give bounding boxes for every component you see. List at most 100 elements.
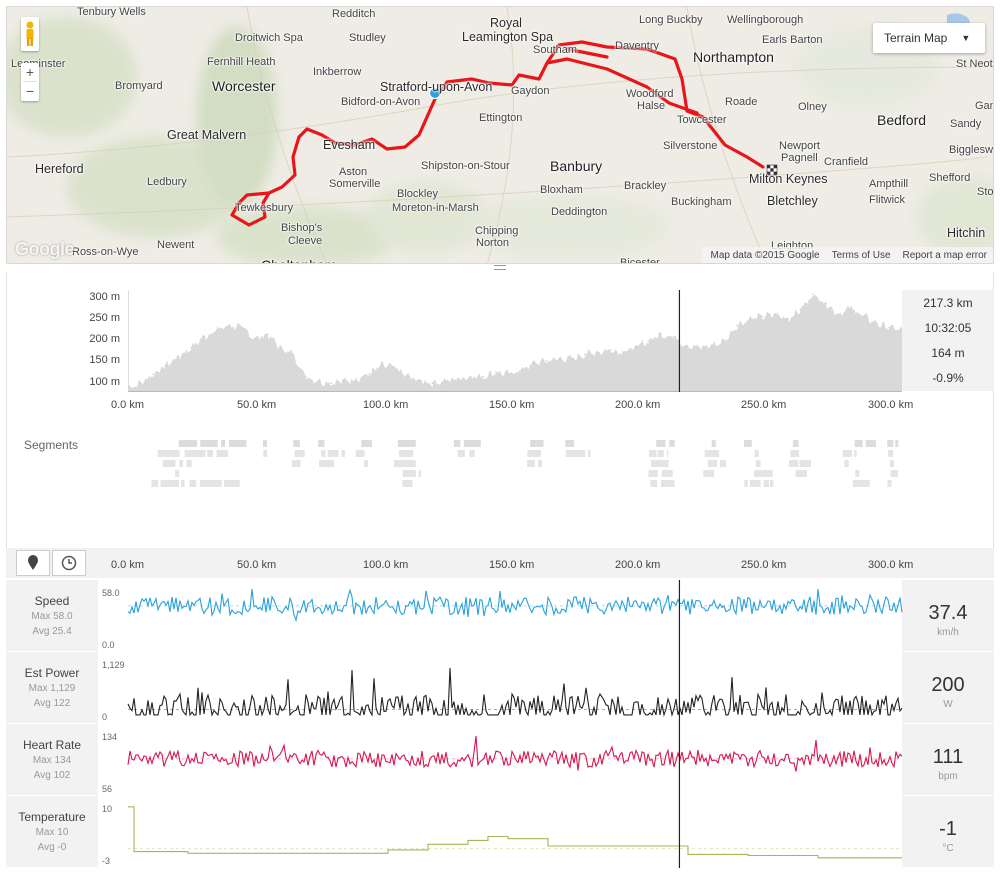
segment-bar[interactable] [399, 450, 414, 457]
segment-bar[interactable] [650, 480, 658, 487]
segment-bar[interactable] [754, 470, 773, 477]
segment-bar[interactable] [565, 440, 575, 447]
segment-bar[interactable] [364, 460, 369, 467]
segment-bar[interactable] [181, 480, 185, 487]
zoom-out-button[interactable]: − [25, 83, 35, 99]
segment-bar[interactable] [661, 470, 673, 477]
resize-handle[interactable] [494, 265, 506, 270]
stream-chart[interactable] [6, 580, 994, 652]
segment-bar[interactable] [888, 450, 894, 457]
segment-bar[interactable] [418, 470, 422, 477]
segment-bar[interactable] [200, 440, 218, 447]
segment-bar[interactable] [799, 460, 811, 467]
segment-bar[interactable] [704, 450, 720, 457]
segment-bar[interactable] [162, 460, 176, 467]
map-type-dropdown[interactable]: Terrain Map ▼ [873, 23, 985, 53]
segment-bar[interactable] [587, 450, 591, 457]
segment-bar[interactable] [855, 470, 860, 477]
segment-bar[interactable] [852, 480, 870, 487]
segment-bar[interactable] [291, 460, 301, 467]
segment-bar[interactable] [854, 450, 857, 457]
segment-bar[interactable] [749, 480, 761, 487]
segment-bar[interactable] [887, 480, 892, 487]
segment-bar[interactable] [321, 450, 326, 457]
segment-bar[interactable] [887, 440, 894, 447]
segment-bar[interactable] [895, 440, 899, 447]
segment-bar[interactable] [743, 440, 752, 447]
segment-bar[interactable] [199, 480, 222, 487]
segment-bar[interactable] [788, 460, 798, 467]
segment-bar[interactable] [294, 450, 305, 457]
segment-bar[interactable] [651, 460, 669, 467]
segment-bar[interactable] [263, 440, 267, 447]
segment-bar[interactable] [224, 480, 240, 487]
segment-bar[interactable] [790, 450, 800, 457]
segment-bar[interactable] [755, 460, 761, 467]
segment-bar[interactable] [656, 440, 666, 447]
segment-bar[interactable] [327, 450, 339, 457]
segments-chart[interactable] [140, 438, 920, 528]
segment-bar[interactable] [890, 470, 898, 477]
segment-bar[interactable] [216, 450, 229, 457]
segment-bar[interactable] [660, 480, 675, 487]
segment-bar[interactable] [189, 480, 197, 487]
segment-bar[interactable] [221, 440, 226, 447]
segment-bar[interactable] [527, 460, 535, 467]
segment-bar[interactable] [186, 460, 192, 467]
segment-bar[interactable] [151, 480, 159, 487]
segment-bar[interactable] [890, 460, 894, 467]
segment-bar[interactable] [263, 450, 268, 457]
segment-bar[interactable] [711, 440, 716, 447]
segment-bar[interactable] [648, 470, 658, 477]
segment-bar[interactable] [763, 480, 769, 487]
segment-bar[interactable] [207, 450, 213, 457]
segment-bar[interactable] [565, 450, 586, 457]
distance-mode-button[interactable] [16, 550, 50, 576]
segment-bar[interactable] [744, 480, 748, 487]
terms-link[interactable]: Terms of Use [831, 249, 891, 261]
segment-bar[interactable] [355, 450, 365, 457]
segment-bar[interactable] [792, 440, 799, 447]
segment-bar[interactable] [319, 460, 335, 467]
segment-bar[interactable] [175, 470, 180, 477]
segment-bar[interactable] [402, 470, 416, 477]
segment-bar[interactable] [842, 450, 853, 457]
segment-bar[interactable] [184, 450, 206, 457]
stream-chart[interactable] [6, 724, 994, 796]
segment-bar[interactable] [795, 470, 807, 477]
segment-bar[interactable] [527, 450, 541, 457]
segment-bar[interactable] [769, 480, 774, 487]
segment-bar[interactable] [463, 440, 481, 447]
segment-bar[interactable] [293, 440, 300, 447]
segment-bar[interactable] [649, 450, 657, 457]
segment-bar[interactable] [160, 480, 179, 487]
segment-bar[interactable] [402, 480, 413, 487]
time-mode-button[interactable] [52, 550, 86, 576]
segment-bar[interactable] [397, 440, 416, 447]
segment-bar[interactable] [179, 460, 184, 467]
segment-bar[interactable] [844, 460, 849, 467]
segment-bar[interactable] [754, 450, 759, 457]
segment-bar[interactable] [854, 440, 863, 447]
elevation-chart[interactable] [128, 290, 902, 392]
segment-bar[interactable] [865, 440, 877, 447]
segment-bar[interactable] [719, 460, 726, 467]
segment-bar[interactable] [538, 460, 542, 467]
segment-bar[interactable] [657, 450, 664, 457]
segment-bar[interactable] [229, 440, 247, 447]
segment-bar[interactable] [669, 440, 675, 447]
segment-bar[interactable] [530, 440, 544, 447]
segment-bar[interactable] [157, 450, 180, 457]
segment-bar[interactable] [178, 440, 198, 447]
stream-chart[interactable] [6, 796, 994, 868]
segment-bar[interactable] [703, 470, 715, 477]
segment-bar[interactable] [457, 450, 465, 457]
segment-bar[interactable] [667, 450, 669, 457]
segment-bar[interactable] [707, 460, 718, 467]
report-error-link[interactable]: Report a map error [902, 249, 987, 261]
route-map[interactable]: Tenbury Wells Redditch Royal Leamington Spa… [6, 6, 994, 264]
zoom-in-button[interactable]: + [25, 64, 35, 80]
segment-bar[interactable] [361, 440, 373, 447]
segment-bar[interactable] [394, 460, 416, 467]
segment-bar[interactable] [469, 450, 475, 457]
